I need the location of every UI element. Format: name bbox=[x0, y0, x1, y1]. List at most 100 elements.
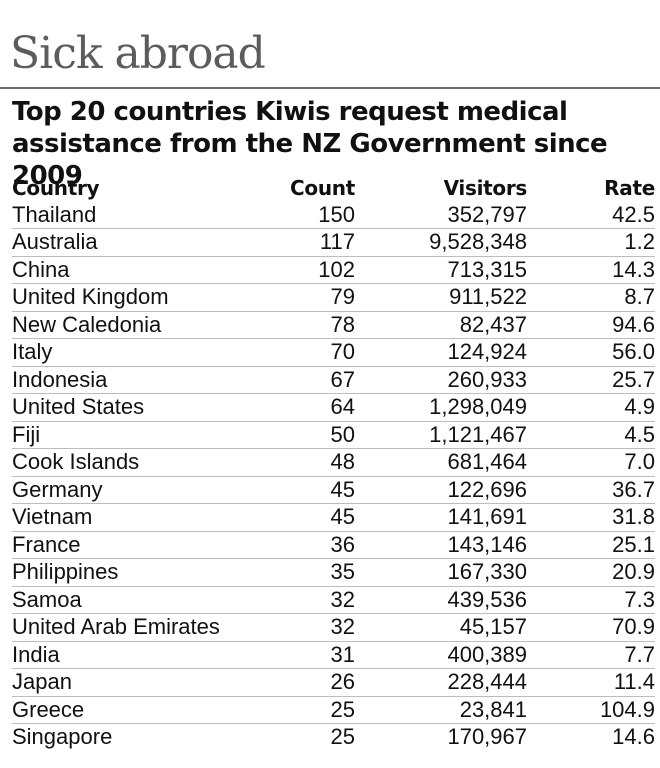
country-cell: Greece bbox=[12, 696, 267, 724]
rate-cell: 1.2 bbox=[527, 228, 655, 257]
rate-cell: 25.7 bbox=[527, 366, 655, 394]
country-cell: Thailand bbox=[12, 201, 267, 229]
country-cell: Vietnam bbox=[12, 503, 267, 532]
country-cell: Australia bbox=[12, 228, 267, 257]
table-row: Indonesia 67 260,933 25.7 bbox=[12, 366, 655, 394]
visitors-cell: 122,696 bbox=[355, 476, 527, 504]
count-cell: 26 bbox=[267, 668, 355, 697]
visitors-cell: 713,315 bbox=[355, 256, 527, 284]
count-cell: 25 bbox=[267, 696, 355, 724]
country-cell: Fiji bbox=[12, 421, 267, 449]
visitors-cell: 439,536 bbox=[355, 586, 527, 614]
table-body: Thailand 150 352,797 42.5 Australia 117 9,528,… bbox=[12, 201, 655, 751]
visitors-cell: 400,389 bbox=[355, 641, 527, 669]
table-row: India 31 400,389 7.7 bbox=[12, 641, 655, 669]
country-cell: Philippines bbox=[12, 558, 267, 587]
country-cell: India bbox=[12, 641, 267, 669]
table-row: United Kingdom 79 911,522 8.7 bbox=[12, 283, 655, 312]
rate-cell: 104.9 bbox=[527, 696, 655, 724]
count-cell: 79 bbox=[267, 283, 355, 312]
table-row: Italy 70 124,924 56.0 bbox=[12, 338, 655, 367]
header-row: Country Count Visitors Rate bbox=[12, 175, 655, 202]
table-row: Germany 45 122,696 36.7 bbox=[12, 476, 655, 504]
table-row: Cook Islands 48 681,464 7.0 bbox=[12, 448, 655, 477]
count-cell: 78 bbox=[267, 311, 355, 339]
rate-cell: 20.9 bbox=[527, 558, 655, 587]
visitors-cell: 352,797 bbox=[355, 201, 527, 229]
count-cell: 32 bbox=[267, 613, 355, 642]
count-cell: 64 bbox=[267, 393, 355, 422]
visitors-cell: 911,522 bbox=[355, 283, 527, 312]
country-cell: Cook Islands bbox=[12, 448, 267, 477]
table-row: France 36 143,146 25.1 bbox=[12, 531, 655, 559]
country-cell: Japan bbox=[12, 668, 267, 697]
count-cell: 67 bbox=[267, 366, 355, 394]
rate-cell: 7.7 bbox=[527, 641, 655, 669]
visitors-cell: 82,437 bbox=[355, 311, 527, 339]
visitors-cell: 1,121,467 bbox=[355, 421, 527, 449]
visitors-cell: 143,146 bbox=[355, 531, 527, 559]
visitors-cell: 1,298,049 bbox=[355, 393, 527, 422]
rate-cell: 7.0 bbox=[527, 448, 655, 477]
title-divider bbox=[0, 87, 660, 89]
visitors-cell: 681,464 bbox=[355, 448, 527, 477]
table-row: China 102 713,315 14.3 bbox=[12, 256, 655, 284]
data-table: Country Count Visitors Rate Thailand 150 3… bbox=[12, 175, 655, 751]
count-cell: 31 bbox=[267, 641, 355, 669]
table-row: Samoa 32 439,536 7.3 bbox=[12, 586, 655, 614]
count-cell: 45 bbox=[267, 503, 355, 532]
count-cell: 50 bbox=[267, 421, 355, 449]
rate-cell: 14.3 bbox=[527, 256, 655, 284]
country-cell: United States bbox=[12, 393, 267, 422]
rate-cell: 70.9 bbox=[527, 613, 655, 642]
table-row: Singapore 25 170,967 14.6 bbox=[12, 724, 655, 751]
count-cell: 35 bbox=[267, 558, 355, 587]
count-cell: 32 bbox=[267, 586, 355, 614]
country-cell: Italy bbox=[12, 338, 267, 367]
country-cell: China bbox=[12, 256, 267, 284]
table-row: Thailand 150 352,797 42.5 bbox=[12, 201, 655, 229]
country-cell: France bbox=[12, 531, 267, 559]
table-row: United States 64 1,298,049 4.9 bbox=[12, 393, 655, 422]
rate-cell: 42.5 bbox=[527, 201, 655, 229]
rate-cell: 25.1 bbox=[527, 531, 655, 559]
country-cell: Samoa bbox=[12, 586, 267, 614]
rate-cell: 94.6 bbox=[527, 311, 655, 339]
count-cell: 45 bbox=[267, 476, 355, 504]
visitors-cell: 170,967 bbox=[447, 724, 527, 750]
chart-subtitle: Top 20 countries Kiwis request medical a… bbox=[12, 97, 608, 191]
count-cell: 48 bbox=[267, 448, 355, 477]
visitors-cell: 260,933 bbox=[355, 366, 527, 394]
table-row: Australia 117 9,528,348 1.2 bbox=[12, 228, 655, 257]
count-cell: 117 bbox=[267, 228, 355, 257]
count-cell: 70 bbox=[267, 338, 355, 367]
table-row: Greece 25 23,841 104.9 bbox=[12, 696, 655, 724]
count-cell: 36 bbox=[267, 531, 355, 559]
visitors-cell: 167,330 bbox=[355, 558, 527, 587]
table-row: Fiji 50 1,121,467 4.5 bbox=[12, 421, 655, 449]
country-cell: Germany bbox=[12, 476, 267, 504]
visitors-cell: 23,841 bbox=[355, 696, 527, 724]
count-cell: 102 bbox=[267, 256, 355, 284]
rate-cell: 36.7 bbox=[527, 476, 655, 504]
chart-title: Sick abroad bbox=[10, 28, 266, 79]
visitors-cell: 124,924 bbox=[355, 338, 527, 367]
column-header-country: Country bbox=[12, 176, 100, 201]
country-cell: United Arab Emirates bbox=[12, 613, 267, 642]
table-row: Vietnam 45 141,691 31.8 bbox=[12, 503, 655, 532]
rate-cell: 7.3 bbox=[527, 586, 655, 614]
count-cell: 150 bbox=[267, 201, 355, 229]
count-cell: 25 bbox=[330, 724, 355, 750]
rate-cell: 14.6 bbox=[612, 724, 655, 750]
column-header-rate: Rate bbox=[604, 176, 655, 201]
visitors-cell: 228,444 bbox=[355, 668, 527, 697]
country-cell: Indonesia bbox=[12, 366, 267, 394]
table-row: United Arab Emirates 32 45,157 70.9 bbox=[12, 613, 655, 642]
table-row: New Caledonia 78 82,437 94.6 bbox=[12, 311, 655, 339]
rate-cell: 31.8 bbox=[527, 503, 655, 532]
country-cell: New Caledonia bbox=[12, 311, 267, 339]
country-cell: United Kingdom bbox=[12, 283, 267, 312]
table-row: Philippines 35 167,330 20.9 bbox=[12, 558, 655, 587]
rate-cell: 8.7 bbox=[527, 283, 655, 312]
